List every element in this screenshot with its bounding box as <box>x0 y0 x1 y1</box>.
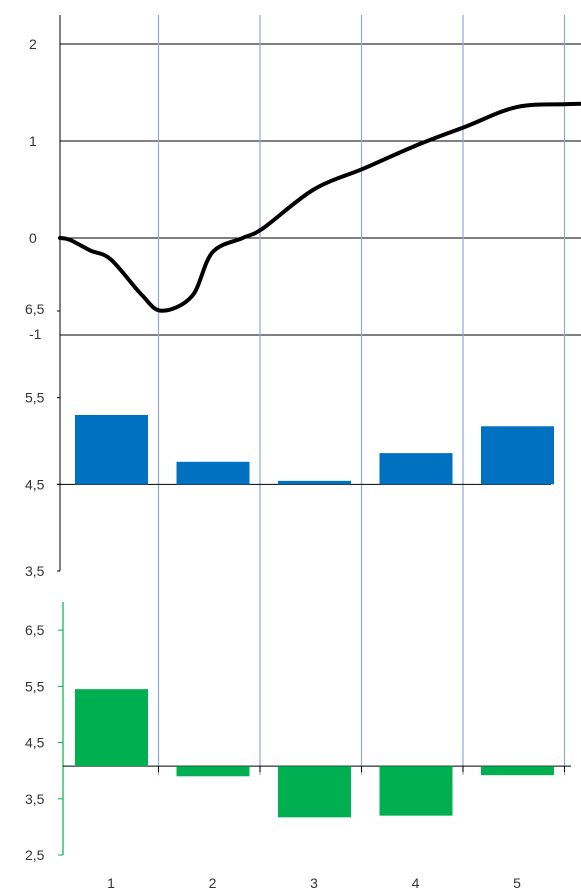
top-y-tick-label: 2 <box>29 36 37 52</box>
bottom-bar-4 <box>379 766 453 816</box>
middle-y-tick-label: 6,5 <box>25 301 45 317</box>
line-layer <box>58 101 581 313</box>
middle-bar-1 <box>75 415 148 485</box>
vertical-gridlines <box>157 15 566 775</box>
top-gridlines <box>60 43 581 336</box>
bottom-bar-2 <box>176 766 250 777</box>
x-tick-label: 5 <box>513 875 521 891</box>
bottom-bar-1 <box>75 689 148 767</box>
middle-y-tick-label: 3,5 <box>25 563 45 579</box>
top-y-tick-label: -1 <box>29 326 42 342</box>
x-tick-label: 4 <box>412 875 420 891</box>
line-series <box>58 101 581 313</box>
middle-bar-4 <box>379 453 453 485</box>
bottom-y-tick-label: 4,5 <box>25 735 45 751</box>
x-tick-label: 2 <box>209 875 217 891</box>
bottom-bars <box>75 689 554 818</box>
middle-y-tick-label: 4,5 <box>25 476 45 492</box>
x-tick-label: 3 <box>310 875 318 891</box>
middle-bars <box>75 415 554 485</box>
bottom-y-tick-label: 6,5 <box>25 622 45 638</box>
top-y-tick-label: 1 <box>29 133 37 149</box>
middle-bar-2 <box>176 461 250 485</box>
bottom-bar-3 <box>278 766 351 818</box>
middle-y-tick-label: 5,5 <box>25 390 45 406</box>
top-y-tick-label: 0 <box>29 230 37 246</box>
x-tick-label: 1 <box>107 875 115 891</box>
bottom-y-tick-label: 3,5 <box>25 791 45 807</box>
bottom-bar-5 <box>481 766 554 776</box>
bottom-y-tick-label: 5,5 <box>25 678 45 694</box>
middle-bar-5 <box>481 426 554 485</box>
tick-labels: 2 1 0 -1 6,5 5,5 4,5 3,5 6,5 5,5 4,5 3,5 2,5 1 2 3 4 5 <box>25 36 521 891</box>
middle-bar-3 <box>278 480 351 485</box>
bottom-y-tick-label: 2,5 <box>25 847 45 863</box>
